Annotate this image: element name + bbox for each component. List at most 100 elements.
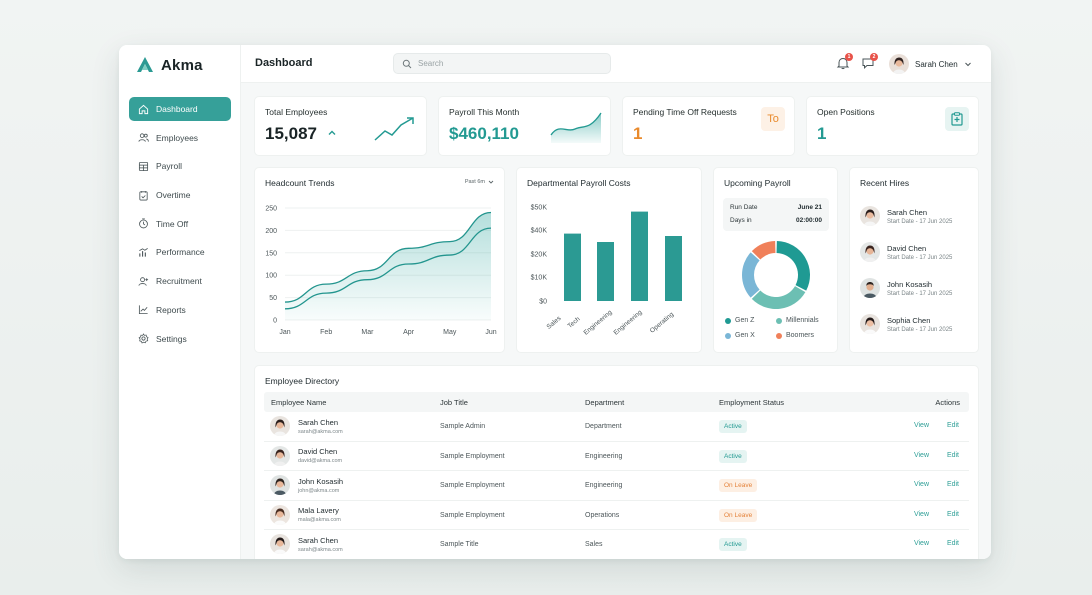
edit-button[interactable]: Edit (946, 451, 959, 459)
status-badge: On Leave (719, 508, 758, 522)
stat-label: Open Positions (817, 107, 875, 117)
sidebar-item-dashboard[interactable]: Dashboard (129, 97, 231, 121)
stat-card-open-positions[interactable]: Open Positions 1 (806, 96, 979, 156)
x-tick-label: May (443, 329, 457, 336)
headcount-trends-card: Headcount Trends Past 6m 250 200 150 100 50 0… (254, 167, 505, 353)
stat-value: 15,087 (265, 124, 317, 143)
card-title: Upcoming Payroll (724, 178, 791, 188)
page-title: Dashboard (255, 57, 313, 69)
recent-hire-item[interactable]: Sarah Chen Start Date - 17 Jun 2025 (860, 204, 952, 228)
column-header[interactable]: Employee Name (271, 398, 327, 407)
brand-name: Akma (161, 56, 203, 74)
period-label: Past 6m (464, 179, 485, 185)
y-tick-label: $0 (539, 299, 547, 306)
job-title-cell: Sample Employment (440, 452, 505, 460)
bar[interactable] (564, 233, 581, 301)
table-row[interactable]: Sarah Chen sarah@akma.com Sample Title Sale… (264, 530, 969, 559)
view-button[interactable]: View (913, 510, 929, 518)
recent-hire-item[interactable]: John Kosasih Start Date - 17 Jun 2025 (860, 276, 952, 300)
table-row[interactable]: John Kosasih john@akma.com Sample Employme… (264, 471, 969, 501)
notifications-button[interactable]: 1 (836, 53, 853, 70)
y-tick-label: 100 (265, 273, 277, 280)
period-select[interactable]: Past 6m (465, 179, 494, 185)
hire-name: John Kosasih (887, 279, 933, 289)
hire-name: David Chen (887, 243, 927, 253)
employee-email: david@akma.com (298, 458, 343, 465)
department-cell: Sales (585, 541, 603, 549)
search-input[interactable] (418, 59, 598, 68)
sidebar-item-employees[interactable]: Employees (129, 126, 231, 150)
job-title-cell: Sample Admin (440, 423, 486, 430)
messages-button[interactable]: 2 (861, 53, 878, 70)
job-title-cell: Sample Employment (440, 511, 505, 519)
hire-name: Sarah Chen (887, 207, 928, 217)
employee-cell: Sarah Chen sarah@akma.com (270, 534, 343, 555)
donut-slice[interactable] (751, 241, 776, 260)
sidebar-item-time-off[interactable]: Time Off (129, 212, 231, 236)
legend-swatch (725, 317, 731, 324)
donut-slice[interactable] (751, 286, 806, 309)
column-header: Actions (935, 398, 960, 407)
user-plus-icon (138, 276, 149, 286)
edit-button[interactable]: Edit (946, 510, 959, 518)
card-title: Employee Directory (265, 376, 340, 386)
recent-hires-card: Recent Hires Sarah Chen Start Date - 17 J… (849, 167, 979, 353)
area-fill (285, 212, 491, 320)
chevron-down-icon (964, 62, 971, 67)
recent-hire-item[interactable]: David Chen Start Date - 17 Jun 2025 (860, 240, 952, 264)
legend-label: Gen X (735, 332, 755, 339)
sidebar-item-performance[interactable]: Performance (129, 240, 231, 264)
days-in-value: 02:00:00 (795, 217, 822, 224)
y-tick-label: 50 (269, 295, 277, 302)
bar[interactable] (597, 242, 614, 301)
x-tick-label: Feb (320, 329, 332, 336)
hire-date: Start Date - 17 Jun 2025 (887, 290, 953, 297)
donut-slice[interactable] (776, 241, 810, 291)
stat-card-payroll[interactable]: Payroll This Month $460,110 (438, 96, 611, 156)
sidebar-item-overtime[interactable]: Overtime (129, 183, 231, 207)
brand-logo[interactable]: Akma (136, 54, 203, 76)
sidebar-item-payroll[interactable]: Payroll (129, 154, 231, 178)
recent-hire-item[interactable]: Sophia Chen Start Date - 17 Jun 2025 (860, 312, 952, 336)
employee-name: Sarah Chen (298, 417, 339, 427)
edit-button[interactable]: Edit (946, 540, 959, 548)
avatar (270, 416, 290, 436)
x-tick-label: Sales (546, 314, 564, 330)
sidebar-item-settings[interactable]: Settings (129, 327, 231, 351)
user-menu[interactable]: Sarah Chen (889, 53, 972, 75)
view-button[interactable]: View (913, 481, 929, 489)
edit-button[interactable]: Edit (946, 481, 959, 489)
view-button[interactable]: View (913, 451, 929, 459)
run-date-value: June 21 (797, 204, 822, 211)
table-row[interactable]: David Chen david@akma.com Sample Employmen… (264, 442, 969, 472)
column-header[interactable]: Job Title (440, 398, 468, 407)
view-button[interactable]: View (913, 540, 929, 548)
edit-button[interactable]: Edit (946, 422, 959, 429)
bar[interactable] (665, 236, 682, 301)
donut-slice[interactable] (742, 252, 760, 298)
sidebar-item-recruitment[interactable]: Recruitment (129, 269, 231, 293)
table-row[interactable]: Sarah Chen sarah@akma.com Sample Admin Depa… (264, 412, 969, 442)
employee-name: Mala Lavery (298, 506, 339, 516)
table-row[interactable]: Mala Lavery mala@akma.com Sample Employmen… (264, 501, 969, 531)
stat-card-total-employees[interactable]: Total Employees 15,087 (254, 96, 427, 156)
sidebar-item-label: Dashboard (156, 104, 198, 114)
view-button[interactable]: View (913, 422, 929, 429)
job-title-cell: Sample Title (440, 541, 479, 549)
y-tick-label: 0 (273, 318, 277, 325)
department-cell: Engineering (585, 482, 623, 490)
upcoming-payroll-card: Upcoming Payroll Run Date June 21 Days i… (713, 167, 838, 353)
column-header[interactable]: Department (585, 398, 625, 407)
card-title: Departmental Payroll Costs (527, 178, 631, 188)
trend-sparkline-icon (374, 117, 414, 141)
legend-swatch (725, 332, 731, 339)
column-header[interactable]: Employment Status (719, 398, 785, 407)
calculator-icon (138, 161, 149, 171)
legend-item-millennials: Millennials (776, 317, 819, 324)
bar[interactable] (631, 211, 648, 301)
x-tick-label: Mar (361, 329, 374, 336)
users-icon (138, 133, 149, 142)
stat-card-time-off[interactable]: Pending Time Off Requests 1 To (622, 96, 795, 156)
sidebar-item-reports[interactable]: Reports (129, 298, 231, 322)
